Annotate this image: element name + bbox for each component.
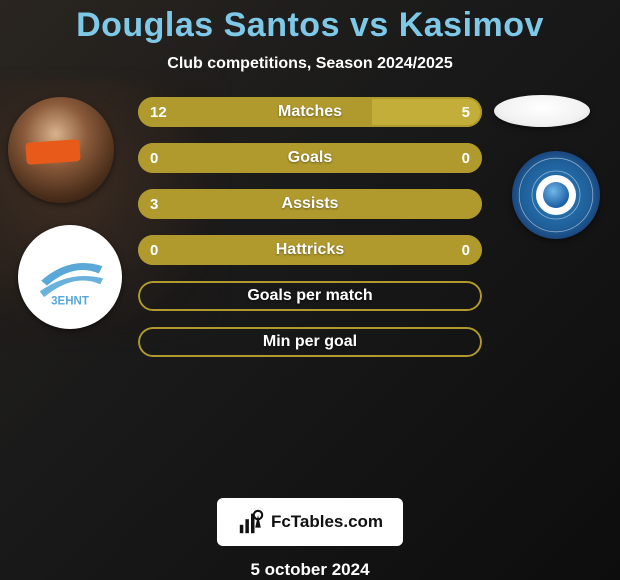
stat-value-left: 0 (150, 143, 158, 173)
source-badge: FcTables.com (217, 498, 403, 546)
stat-value-left: 3 (150, 189, 158, 219)
club2-badge (512, 151, 600, 239)
stat-label: Assists (138, 189, 482, 219)
stat-value-right: 0 (462, 143, 470, 173)
club1-badge: 3EHNT (18, 225, 122, 329)
stat-value-right: 5 (462, 97, 470, 127)
player2-avatar (494, 95, 590, 127)
stat-label: Goals per match (138, 281, 482, 311)
stat-row: Assists3 (138, 189, 482, 219)
stat-label: Min per goal (138, 327, 482, 357)
stat-row: Hattricks0 0 (138, 235, 482, 265)
svg-text:3EHNT: 3EHNT (51, 295, 89, 307)
zenit-logo-icon: 3EHNT (34, 241, 106, 313)
infographic-date: 5 october 2024 (250, 560, 369, 580)
stat-row: Min per goal (138, 327, 482, 357)
stat-bars: Matches125Goals00Assists3Hattricks00Goal… (138, 97, 482, 373)
stat-value-right: 0 (462, 235, 470, 265)
stat-label: Matches (138, 97, 482, 127)
stat-row: Matches12 5 (138, 97, 482, 127)
source-label: FcTables.com (271, 512, 383, 532)
infographic-root: Douglas Santos vs Kasimov Club competiti… (0, 0, 620, 580)
stat-row: Goals0 0 (138, 143, 482, 173)
stat-label: Goals (138, 143, 482, 173)
soccer-ball-icon (543, 182, 569, 208)
stat-value-left: 0 (150, 235, 158, 265)
comparison-area: 3EHNT Matches125Goals00Assists3Hattricks… (0, 73, 620, 492)
stat-label: Hattricks (138, 235, 482, 265)
stat-value-left: 12 (150, 97, 167, 127)
fctables-logo-icon (237, 508, 265, 536)
stat-row: Goals per match (138, 281, 482, 311)
page-subtitle: Club competitions, Season 2024/2025 (167, 55, 452, 73)
page-title: Douglas Santos vs Kasimov (76, 6, 544, 45)
player1-avatar (8, 97, 114, 203)
